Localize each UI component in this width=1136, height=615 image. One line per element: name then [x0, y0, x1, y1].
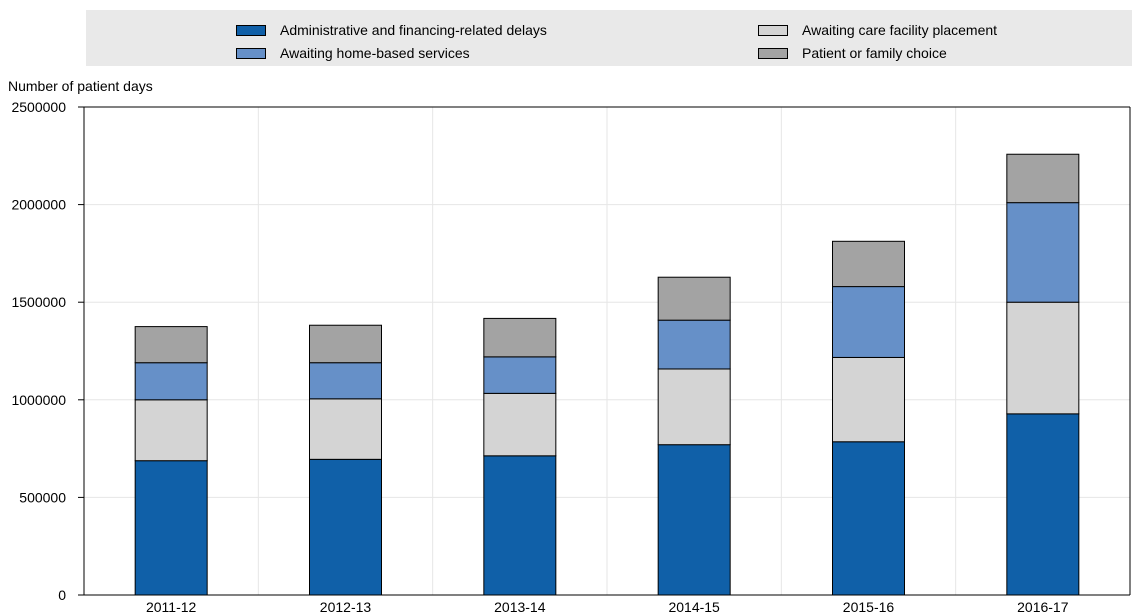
- y-tick-label: 1000000: [11, 392, 66, 408]
- bar-segment-1-2014-15: [657, 444, 731, 596]
- y-tick-label: 1500000: [11, 294, 66, 310]
- bar-segment-4-2011-12: [134, 326, 208, 364]
- bar-segment-3-2011-12: [134, 362, 208, 401]
- x-tick-label: 2011-12: [146, 599, 197, 615]
- legend-label-administrative: Administrative and financing-related del…: [280, 22, 547, 38]
- legend: Administrative and financing-related del…: [86, 10, 1132, 66]
- bar-segment-1-2011-12: [134, 460, 208, 596]
- legend-label-care-facility: Awaiting care facility placement: [802, 22, 998, 38]
- bar-segment-4-2015-16: [832, 240, 905, 288]
- x-tick-label: 2012-13: [320, 599, 372, 615]
- bar-segment-1-2016-17: [1006, 413, 1080, 596]
- legend-item-home-based: Awaiting home-based services: [236, 45, 470, 61]
- legend-swatch-care-facility: [758, 24, 788, 36]
- bar-segment-3-2014-15: [657, 319, 731, 370]
- legend-item-administrative: Administrative and financing-related del…: [236, 22, 547, 38]
- legend-swatch-patient-choice: [758, 47, 788, 59]
- bar-segment-1-2015-16: [832, 441, 905, 596]
- bar-segment-4-2012-13: [309, 324, 382, 364]
- legend-item-care-facility: Awaiting care facility placement: [758, 22, 997, 38]
- y-tick-label: 2000000: [11, 197, 66, 213]
- bar-segment-4-2013-14: [483, 317, 557, 358]
- legend-label-home-based: Awaiting home-based services: [280, 45, 470, 61]
- bar-segment-2-2011-12: [134, 399, 208, 462]
- y-tick-label: 2500000: [11, 99, 66, 115]
- bar-segment-2-2016-17: [1006, 301, 1080, 415]
- bar-segment-2-2014-15: [657, 368, 731, 446]
- y-tick-label: 0: [58, 587, 66, 603]
- x-tick-label: 2016-17: [1017, 599, 1069, 615]
- x-tick-label: 2013-14: [494, 599, 546, 615]
- bar-segment-4-2014-15: [657, 276, 731, 321]
- legend-swatch-home-based: [236, 47, 266, 59]
- legend-item-patient-choice: Patient or family choice: [758, 45, 947, 61]
- bar-segment-3-2012-13: [309, 362, 382, 400]
- y-tick-label: 500000: [19, 489, 66, 505]
- bar-segment-2-2015-16: [832, 356, 905, 443]
- x-tick-label: 2015-16: [843, 599, 895, 615]
- legend-label-patient-choice: Patient or family choice: [802, 45, 947, 61]
- x-tick-label: 2014-15: [668, 599, 720, 615]
- bar-segment-3-2013-14: [483, 356, 557, 394]
- y-axis-title: Number of patient days: [8, 78, 153, 94]
- bar-segment-4-2016-17: [1006, 153, 1080, 204]
- bar-segment-3-2015-16: [832, 286, 905, 358]
- legend-swatch-administrative: [236, 24, 266, 36]
- bar-segment-2-2013-14: [483, 392, 557, 457]
- bar-segment-1-2012-13: [309, 458, 382, 596]
- bar-segment-3-2016-17: [1006, 202, 1080, 303]
- bar-segment-2-2012-13: [309, 398, 382, 460]
- bar-segment-1-2013-14: [483, 455, 557, 596]
